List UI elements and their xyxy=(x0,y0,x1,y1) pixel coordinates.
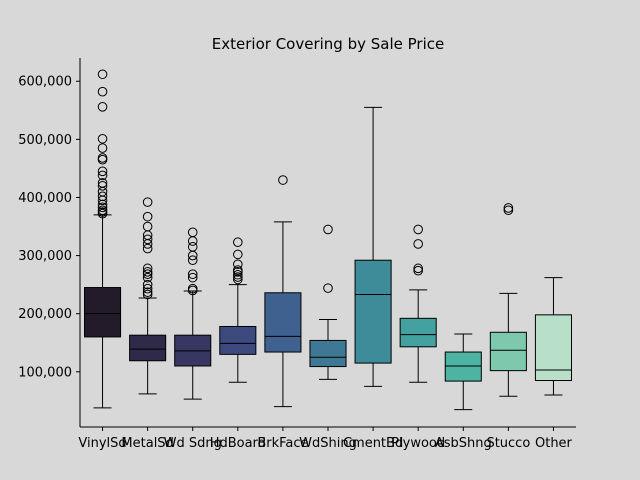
outlier-point xyxy=(142,243,153,254)
outlier-point xyxy=(97,202,108,213)
outlier-point xyxy=(233,259,243,270)
outlier-point xyxy=(233,269,243,280)
box-group-10 xyxy=(489,203,527,397)
outlier-point xyxy=(142,263,153,274)
box-body xyxy=(264,292,302,353)
outlier-point xyxy=(233,274,243,285)
x-tick-label: Plywood xyxy=(391,436,445,451)
outlier-point xyxy=(142,239,153,249)
outlier-point xyxy=(233,272,243,282)
outlier-point xyxy=(97,133,108,144)
outlier-point xyxy=(413,265,423,276)
box-group-8 xyxy=(399,224,437,383)
y-tick-label: 400,000 xyxy=(18,191,72,206)
box-group-9 xyxy=(444,333,482,411)
box-body xyxy=(354,259,392,364)
box-group-5 xyxy=(264,175,302,408)
outlier-point xyxy=(97,208,108,219)
box-body xyxy=(399,317,437,348)
outlier-point xyxy=(142,267,153,277)
x-tick-label: Wd Sdng xyxy=(164,436,222,451)
y-tick-label: 200,000 xyxy=(18,307,72,322)
outlier-point xyxy=(278,175,288,185)
box-body xyxy=(489,331,527,372)
outlier-point xyxy=(413,224,423,235)
outlier-point xyxy=(97,69,108,80)
box-body xyxy=(219,325,257,355)
box-body xyxy=(534,314,572,382)
outlier-point xyxy=(142,279,153,290)
outlier-point xyxy=(97,102,108,112)
outlier-point xyxy=(142,287,153,297)
outlier-point xyxy=(142,289,153,300)
outlier-point xyxy=(187,227,198,238)
outlier-point xyxy=(413,263,423,274)
y-tick-label: 500,000 xyxy=(18,133,72,148)
outlier-point xyxy=(97,154,108,165)
box-body xyxy=(129,334,167,362)
outlier-point xyxy=(187,285,198,296)
outlier-point xyxy=(142,211,153,222)
outlier-point xyxy=(142,283,153,294)
outlier-point xyxy=(97,143,108,153)
y-tick-label: 600,000 xyxy=(18,75,72,90)
x-tick-label: AsbShng xyxy=(435,436,492,451)
x-tick-label: CmentBd xyxy=(343,436,403,451)
outlier-point xyxy=(187,272,198,283)
box-group-4 xyxy=(219,237,257,383)
chart-title: Exterior Covering by Sale Price xyxy=(212,35,444,53)
outlier-point xyxy=(233,267,243,277)
outlier-point xyxy=(97,170,108,181)
box-group-1 xyxy=(84,69,122,409)
outlier-point xyxy=(323,283,333,293)
box-group-2 xyxy=(129,197,167,395)
outlier-point xyxy=(97,199,108,210)
x-tick-label: MetalSd xyxy=(121,436,173,451)
outlier-point xyxy=(142,197,153,207)
outlier-point xyxy=(503,205,514,216)
outlier-point xyxy=(323,224,333,235)
outlier-point xyxy=(187,236,198,246)
y-tick-label: 100,000 xyxy=(18,365,72,380)
x-tick-label: HdBoard xyxy=(210,436,266,451)
outlier-point xyxy=(97,166,108,177)
x-tick-label: WdShing xyxy=(299,436,357,451)
box-group-6 xyxy=(309,224,347,380)
y-tick-label: 300,000 xyxy=(18,249,72,264)
outlier-point xyxy=(233,249,243,260)
box-body xyxy=(444,351,482,382)
outlier-point xyxy=(233,237,243,248)
outlier-point xyxy=(142,234,153,245)
box-group-7 xyxy=(354,106,392,387)
outlier-point xyxy=(187,269,198,279)
outlier-point xyxy=(97,181,108,191)
box-group-11 xyxy=(534,277,572,396)
x-tick-label: Other xyxy=(535,436,573,451)
outlier-point xyxy=(413,239,423,249)
box-group-3 xyxy=(174,227,212,400)
outlier-point xyxy=(97,195,108,206)
outlier-point xyxy=(187,250,198,261)
x-tick-label: VinylSd xyxy=(78,436,126,451)
outlier-point xyxy=(142,269,153,279)
x-tick-label: Stucco xyxy=(486,436,530,451)
outlier-point xyxy=(187,255,198,266)
outlier-point xyxy=(142,272,153,283)
outlier-point xyxy=(187,242,198,252)
box-body xyxy=(84,287,122,338)
outlier-point xyxy=(503,203,514,213)
x-tick-label: BrkFace xyxy=(257,436,308,451)
plot-area xyxy=(84,69,572,411)
outlier-point xyxy=(142,221,153,232)
outlier-point xyxy=(97,86,108,97)
box-body xyxy=(309,339,347,368)
